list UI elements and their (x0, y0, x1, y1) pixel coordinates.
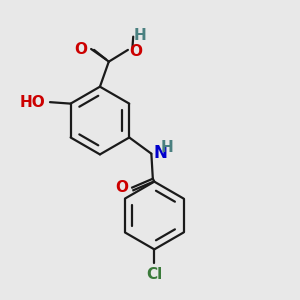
Text: O: O (129, 44, 142, 59)
Text: Cl: Cl (146, 267, 162, 282)
Text: O: O (116, 180, 129, 195)
Text: HO: HO (20, 95, 46, 110)
Text: H: H (134, 28, 147, 43)
Text: H: H (161, 140, 173, 155)
Text: O: O (74, 42, 87, 57)
Text: N: N (154, 144, 168, 162)
